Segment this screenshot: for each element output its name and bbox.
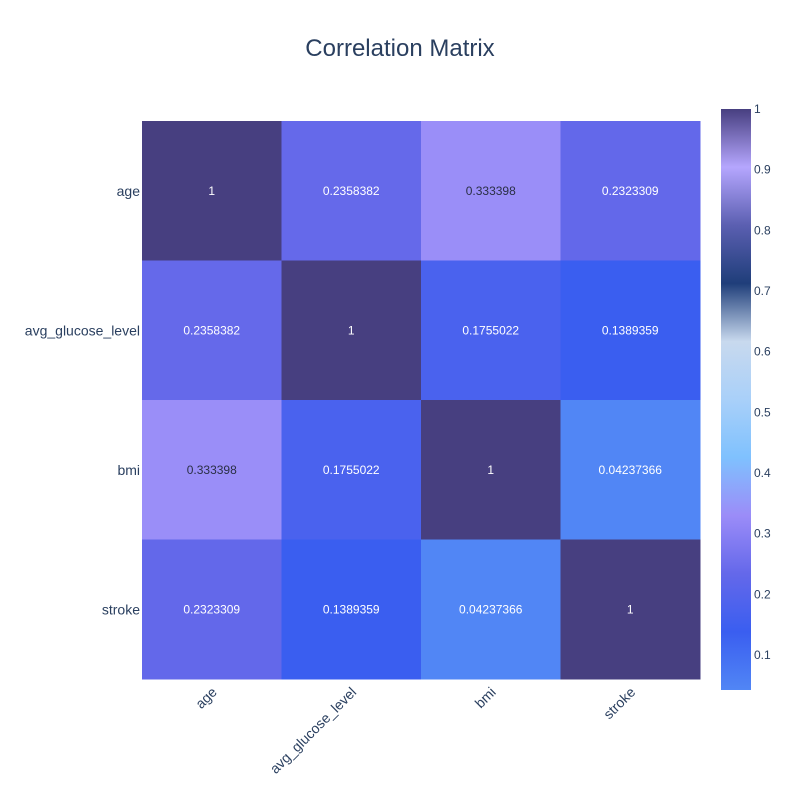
heatmap-cell [560,260,701,401]
chart-title: Correlation Matrix [305,35,494,62]
x-tick-label: age [192,684,220,712]
colorbar-tick-label: 0.9 [754,163,771,177]
cell-value-label: 0.2323309 [183,602,240,616]
heatmap-cell [560,121,701,261]
heatmap-cell [421,121,561,261]
colorbar-tick-label: 0.1 [754,648,771,662]
cell-value-label: 0.1755022 [323,463,380,477]
heatmap-cell [281,260,422,401]
cell-value-label: 0.333398 [466,184,516,198]
heatmap-cell [281,539,422,680]
colorbar-tick-label: 0.4 [754,466,771,480]
heatmap-cell [560,400,701,540]
y-tick-label: stroke [102,601,140,617]
heatmap-cell [421,539,561,680]
cell-value-label: 0.2358382 [323,184,380,198]
colorbar-tick-label: 0.7 [754,284,771,298]
cell-value-label: 1 [487,463,494,477]
cell-value-label: 1 [627,602,634,616]
heatmap-cells: 1 0.2358382 0.333398 0.2323309 0.2358382 1 0.1… [142,121,701,680]
heatmap-cell [142,260,282,401]
heatmap-cell [421,260,561,401]
cell-value-label: 0.1389359 [602,323,659,337]
cell-value-label: 1 [208,184,215,198]
cell-value-label: 0.1389359 [323,602,380,616]
cell-value-label: 0.2358382 [183,323,240,337]
x-tick-label: bmi [472,684,499,711]
colorbar-tick-label: 1 [754,102,761,116]
colorbar-gradient [721,109,751,690]
x-tick-label: stroke [600,684,638,722]
heatmap-cell [142,400,282,540]
y-tick-label: avg_glucose_level [25,322,140,338]
heatmap-cell [560,539,701,680]
cell-value-label: 0.04237366 [459,602,523,616]
colorbar: 0.1 0.2 0.3 0.4 0.5 0.6 0.7 0.8 0.9 1 [721,102,771,690]
cell-value-label: 0.333398 [187,463,237,477]
heatmap-cell [142,539,282,680]
cell-value-label: 1 [348,323,355,337]
x-axis-labels: age avg_glucose_level bmi stroke [192,684,638,777]
heatmap-cell [142,121,282,261]
cell-value-label: 0.04237366 [599,463,663,477]
colorbar-tick-label: 0.8 [754,223,771,237]
colorbar-tick-label: 0.3 [754,527,771,541]
colorbar-tick-label: 0.6 [754,345,771,359]
heatmap-cell [281,121,422,261]
heatmap-cell [281,400,422,540]
y-tick-label: bmi [117,462,140,478]
colorbar-tick-label: 0.5 [754,405,771,419]
cell-value-label: 0.2323309 [602,184,659,198]
cell-value-label: 0.1755022 [462,323,519,337]
x-tick-label: avg_glucose_level [267,684,360,777]
heatmap-cell [421,400,561,540]
y-tick-label: age [117,183,141,199]
colorbar-tick-label: 0.2 [754,587,771,601]
